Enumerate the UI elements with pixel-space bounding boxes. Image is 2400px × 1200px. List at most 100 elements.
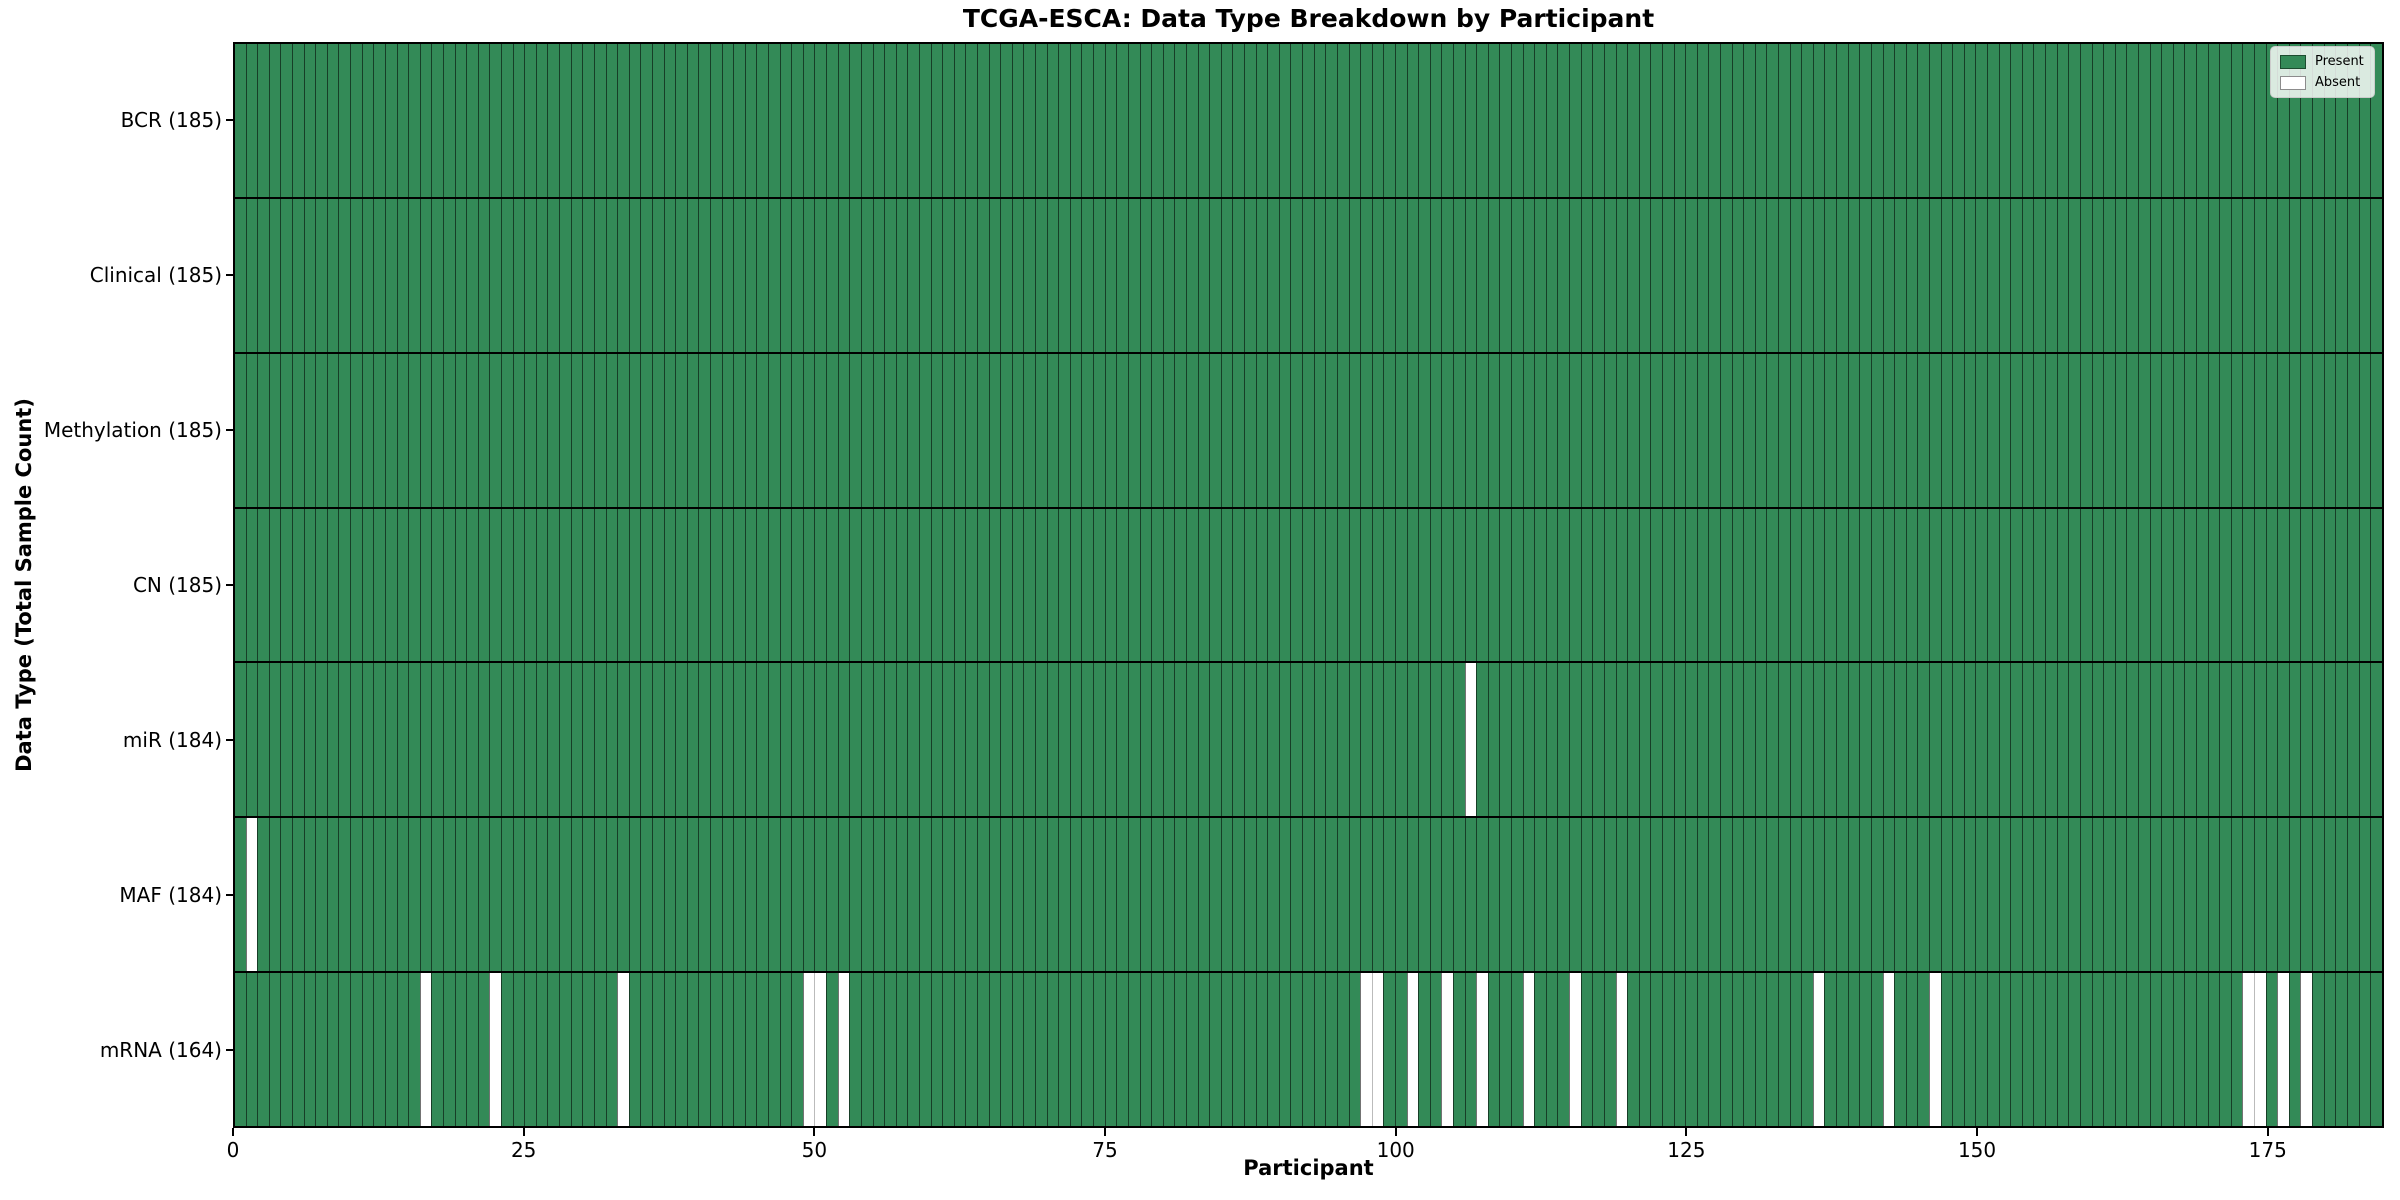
matrix-cell-present	[408, 44, 420, 197]
matrix-cell-present	[1870, 508, 1883, 662]
y-tick-mark	[226, 428, 233, 431]
matrix-cell-present	[477, 663, 490, 817]
matrix-cell-present	[617, 818, 629, 972]
matrix-cell-present	[315, 508, 327, 662]
matrix-cell-present	[907, 818, 919, 972]
matrix-cell-present	[2021, 198, 2034, 352]
matrix-cell-present	[535, 198, 548, 352]
matrix-cell-present	[1174, 663, 1186, 817]
matrix-cell-present	[2126, 44, 2138, 197]
matrix-cell-present	[442, 353, 455, 507]
matrix-cell-present	[779, 818, 792, 972]
matrix-cell-present	[2056, 44, 2069, 197]
matrix-cell-present	[1987, 663, 1999, 817]
matrix-cell-present	[628, 818, 641, 972]
matrix-cell-present	[1580, 508, 1593, 662]
matrix-cell-present	[768, 973, 780, 1127]
matrix-cell-present	[826, 198, 838, 352]
matrix-cell-present	[2230, 973, 2243, 1127]
matrix-cell-present	[2346, 818, 2359, 972]
matrix-cell-present	[1104, 818, 1117, 972]
matrix-cell-present	[2195, 818, 2208, 972]
matrix-cell-present	[2207, 353, 2220, 507]
matrix-cell-present	[2254, 818, 2266, 972]
matrix-cell-present	[2021, 508, 2034, 662]
matrix-cell-present	[431, 44, 443, 197]
matrix-cell-present	[1812, 44, 1825, 197]
matrix-cell-present	[2161, 508, 2173, 662]
matrix-cell-present	[779, 663, 792, 817]
matrix-cell-present	[1046, 818, 1059, 972]
matrix-cell-present	[2219, 663, 2231, 817]
matrix-cell-present	[1801, 353, 1813, 507]
matrix-cell-present	[849, 508, 861, 662]
matrix-cell-present	[651, 44, 664, 197]
matrix-cell-present	[1383, 353, 1395, 507]
matrix-cell-present	[2161, 973, 2173, 1127]
matrix-cell-present	[953, 353, 966, 507]
matrix-cell-present	[2033, 508, 2046, 662]
matrix-cell-present	[2335, 198, 2347, 352]
matrix-cell-present	[1638, 353, 1651, 507]
matrix-cell-present	[1046, 663, 1059, 817]
matrix-cell-present	[303, 973, 316, 1127]
matrix-cell-present	[1418, 508, 1430, 662]
matrix-cell-present	[245, 198, 258, 352]
matrix-cell-present	[1127, 663, 1140, 817]
matrix-cell-present	[1499, 508, 1512, 662]
matrix-cell-present	[1801, 663, 1813, 817]
matrix-cell-present	[1545, 663, 1558, 817]
matrix-cell-present	[860, 818, 873, 972]
matrix-cell-present	[2370, 973, 2382, 1127]
matrix-cell-present	[1940, 44, 1953, 197]
matrix-cell-present	[918, 973, 931, 1127]
matrix-cell-present	[1383, 973, 1395, 1127]
matrix-cell-present	[791, 508, 803, 662]
matrix-cell-present	[315, 198, 327, 352]
matrix-cell-present	[942, 198, 954, 352]
matrix-cell-present	[802, 44, 815, 197]
matrix-cell-present	[315, 44, 327, 197]
matrix-cell-present	[477, 44, 490, 197]
matrix-cell-present	[2323, 973, 2336, 1127]
matrix-cell-present	[2288, 663, 2301, 817]
matrix-cell-present	[1348, 663, 1361, 817]
matrix-cell-present	[361, 508, 374, 662]
matrix-cell-present	[547, 663, 560, 817]
matrix-cell-present	[2172, 508, 2185, 662]
matrix-cell-present	[384, 198, 397, 352]
matrix-cell-present	[2079, 44, 2092, 197]
matrix-cell-present	[1569, 44, 1581, 197]
x-tick-mark	[522, 1128, 525, 1136]
matrix-cell-present	[1290, 818, 1303, 972]
matrix-cell-present	[2079, 198, 2092, 352]
matrix-cell-present	[477, 973, 490, 1127]
matrix-cell-present	[431, 818, 443, 972]
matrix-row-BCR	[235, 44, 2382, 197]
matrix-cell-present	[1708, 663, 1720, 817]
matrix-cell-present	[1093, 973, 1105, 1127]
matrix-cell-present	[1244, 198, 1256, 352]
matrix-cell-present	[1963, 973, 1976, 1127]
matrix-cell-present	[965, 198, 977, 352]
matrix-cell-present	[2207, 663, 2220, 817]
matrix-cell-present	[1731, 818, 1744, 972]
matrix-cell-present	[1429, 818, 1442, 972]
matrix-cell-present	[1592, 818, 1604, 972]
matrix-cell-present	[338, 44, 351, 197]
matrix-cell-present	[1302, 508, 1314, 662]
matrix-cell-present	[1534, 818, 1546, 972]
matrix-cell-present	[1093, 198, 1105, 352]
matrix-cell-present	[373, 508, 385, 662]
matrix-cell-present	[1975, 508, 1988, 662]
matrix-cell-present	[2068, 353, 2080, 507]
matrix-cell-present	[1127, 818, 1140, 972]
matrix-cell-present	[1336, 198, 1349, 352]
matrix-cell-present	[1081, 44, 1094, 197]
matrix-cell-present	[1673, 198, 1686, 352]
matrix-cell-present	[1336, 353, 1349, 507]
matrix-cell-present	[1905, 44, 1918, 197]
matrix-cell-present	[1859, 353, 1871, 507]
matrix-cell-present	[2137, 198, 2150, 352]
matrix-cell-present	[1522, 663, 1535, 817]
